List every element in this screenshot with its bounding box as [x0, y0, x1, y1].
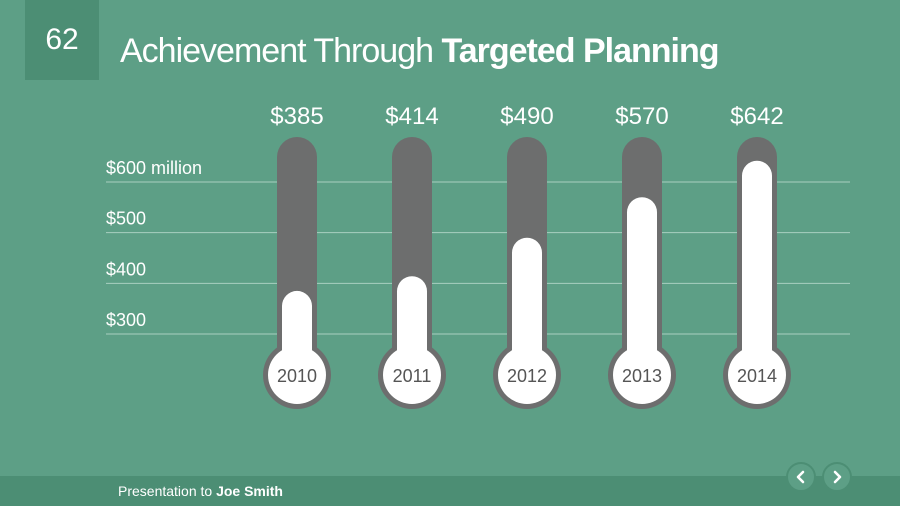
thermometer-2013: 2013 $570: [608, 103, 676, 409]
thermometer-2010: 2010 $385: [263, 103, 331, 409]
thermometer-chart: $300 $400 $500 $600 million 2010 $385 2011 $41…: [106, 103, 850, 409]
category-label: 2011: [393, 366, 432, 386]
thermometer-2011: 2011 $414: [378, 103, 446, 409]
category-label: 2014: [737, 366, 777, 386]
thermometer-2014: 2014 $642: [723, 103, 791, 409]
page-number-box: 62: [25, 0, 99, 80]
value-bar: [627, 197, 657, 375]
bulb-fill: [383, 346, 441, 404]
category-label: 2012: [507, 366, 547, 386]
gridlines: [106, 181, 850, 335]
slide-title: Achievement Through Targeted Planning: [120, 32, 720, 71]
next-slide-button[interactable]: [822, 462, 852, 492]
footer-text: Presentation to Joe Smith: [118, 483, 283, 499]
category-label: 2010: [277, 366, 317, 386]
y-axis-labels: $300 $400 $500 $600 million: [106, 158, 202, 330]
previous-slide-button[interactable]: [786, 462, 816, 492]
y-tick-label: $300: [106, 310, 146, 330]
chevron-right-icon: [833, 470, 842, 484]
slide-title-light: Achievement Through: [120, 32, 442, 70]
thermometers: 2010 $385 2011 $414 2012 $490 2013 $570 2014 $642: [263, 103, 791, 409]
footer-bar: Presentation to Joe Smith: [0, 476, 900, 506]
value-label: $570: [615, 103, 668, 130]
category-label: 2013: [622, 366, 662, 386]
footer-prefix: Presentation to: [118, 483, 217, 499]
bulb-fill: [268, 346, 326, 404]
page-number: 62: [45, 23, 79, 56]
value-label: $490: [500, 103, 553, 130]
value-bar: [742, 160, 772, 375]
slide-title-bold: Targeted Planning: [441, 32, 719, 70]
bulb-fill: [728, 346, 786, 404]
value-label: $642: [730, 103, 783, 130]
bulb-fill: [613, 346, 671, 404]
y-tick-label: $600 million: [106, 158, 202, 178]
y-tick-label: $500: [106, 209, 146, 229]
chevron-left-icon: [796, 470, 805, 484]
thermometer-2012: 2012 $490: [493, 103, 561, 409]
value-label: $414: [385, 103, 438, 130]
value-label: $385: [270, 103, 323, 130]
bulb-fill: [498, 346, 556, 404]
value-bar: [512, 237, 542, 375]
y-tick-label: $400: [106, 259, 146, 279]
footer-presenter-name: Joe Smith: [216, 483, 283, 499]
